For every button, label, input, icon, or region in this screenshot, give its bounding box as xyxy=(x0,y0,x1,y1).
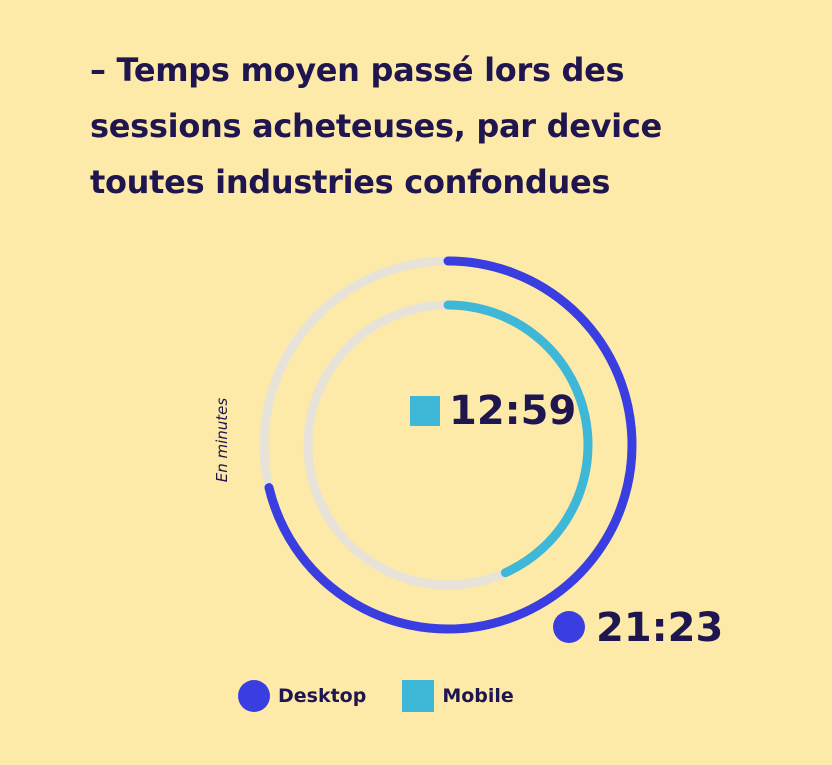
legend: Desktop Mobile xyxy=(238,680,550,712)
chart-title: – Temps moyen passé lors des sessions ac… xyxy=(90,42,770,210)
title-line-3: toutes industries confondues xyxy=(90,163,611,201)
desktop-arc xyxy=(264,256,637,634)
desktop-marker xyxy=(553,611,585,643)
legend-label-mobile: Mobile xyxy=(442,685,514,707)
legend-item-mobile: Mobile xyxy=(402,680,514,712)
title-line-2: sessions acheteuses, par device xyxy=(90,107,662,145)
title-line-1: – Temps moyen passé lors des xyxy=(90,51,625,89)
legend-swatch-desktop xyxy=(238,680,270,712)
mobile-arc xyxy=(443,300,593,578)
legend-swatch-mobile xyxy=(402,680,435,712)
legend-item-desktop: Desktop xyxy=(238,680,366,712)
legend-label-desktop: Desktop xyxy=(278,685,367,707)
desktop-value-label: 21:23 xyxy=(596,605,723,651)
mobile-marker xyxy=(410,396,440,426)
mobile-value-label: 12:59 xyxy=(449,388,576,434)
